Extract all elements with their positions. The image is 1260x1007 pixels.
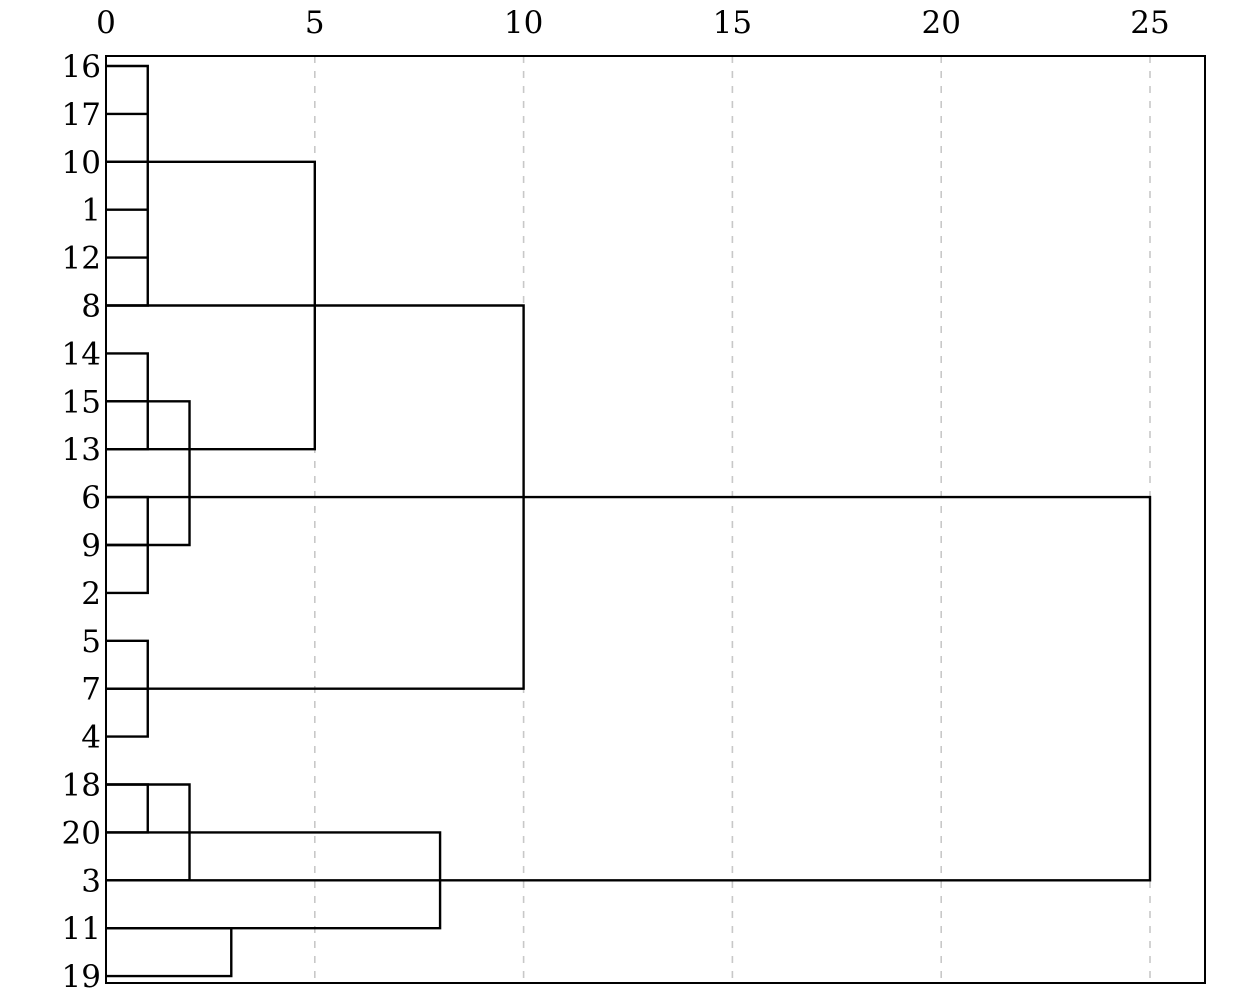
leaf-label: 9 [81,528,101,564]
leaf-label: 5 [81,624,101,660]
leaf-label: 1 [81,193,101,229]
dendrogram-link [106,783,149,834]
leaf-label: 2 [81,576,101,612]
x-tick-label: 25 [1130,5,1169,41]
leaf-label: 16 [62,49,101,85]
leaf-label: 13 [62,432,101,468]
leaf-label: 15 [62,384,101,420]
leaf-label: 18 [62,768,101,804]
x-tick-label: 15 [713,5,752,41]
dendrogram-link [106,400,191,547]
x-tick-label: 0 [96,5,116,41]
leaf-label: 4 [81,720,101,756]
dendrogram-link [106,927,233,978]
x-tick-label: 20 [921,5,960,41]
x-tick-label: 10 [504,5,543,41]
leaf-label: 10 [62,145,101,181]
dendrogram-link [106,495,1152,882]
link-layer [106,64,1152,978]
leaf-label: 7 [81,672,101,708]
leaf-label: 20 [62,815,101,851]
y-axis-leaf-labels: 16 17 10 1 12 8 14 15 13 6 9 2 5 7 4 18 20 3 11 19 [62,49,101,995]
leaf-label: 12 [62,241,101,277]
dendrogram-link [106,64,149,307]
leaf-label: 19 [62,959,101,995]
leaf-label: 14 [62,336,101,372]
plot-frame [105,55,1206,984]
leaf-label: 6 [81,480,101,516]
leaf-label: 8 [81,289,101,325]
leaf-label: 17 [62,97,101,133]
x-tick-label: 5 [305,5,325,41]
leaf-label: 3 [81,863,101,899]
x-axis-tick-labels: 0 5 10 15 20 25 [96,5,1170,41]
leaf-label: 11 [62,911,101,947]
